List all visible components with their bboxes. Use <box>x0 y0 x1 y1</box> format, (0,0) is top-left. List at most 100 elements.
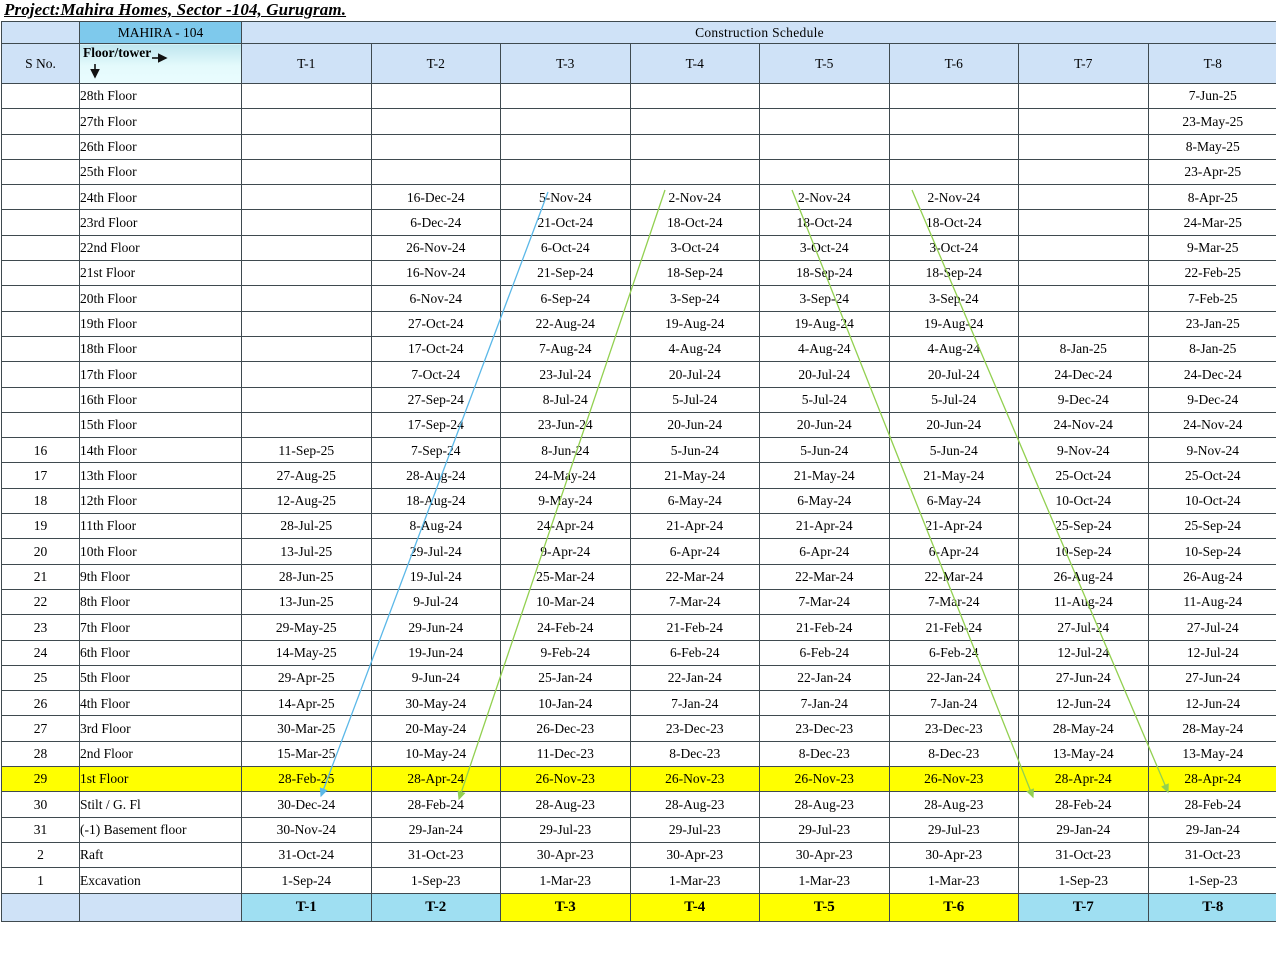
date-cell-t6: 5-Jul-24 <box>888 386 1019 413</box>
date-cell-t1 <box>241 361 372 388</box>
date-cell-t4: 2-Nov-24 <box>629 184 760 211</box>
date-cell-t4: 21-Apr-24 <box>629 513 760 540</box>
date-cell-t3: 10-Jan-24 <box>500 690 631 717</box>
schedule-title-cell: Construction Schedule <box>240 21 1276 44</box>
date-cell-t6: 7-Mar-24 <box>888 588 1019 616</box>
row-serial-number <box>1 386 80 413</box>
date-cell-t8: 13-May-24 <box>1147 740 1276 768</box>
date-cell-t2 <box>370 133 501 160</box>
date-cell-t8: 9-Dec-24 <box>1147 386 1276 413</box>
row-serial-number <box>1 335 80 363</box>
footer-tower-t-6: T-6 <box>888 892 1019 922</box>
date-cell-t1 <box>241 285 372 312</box>
table-row: 24th Floor 16-Dec-24 5-Nov-24 2-Nov-24 2-Nov… <box>1 184 1276 211</box>
row-serial-number: 26 <box>1 690 80 717</box>
row-floor-label: 20th Floor <box>79 285 242 312</box>
date-cell-t5: 22-Jan-24 <box>759 664 890 692</box>
column-header-t4: T-4 <box>629 43 760 84</box>
date-cell-t4: 22-Mar-24 <box>629 563 760 590</box>
date-cell-t1 <box>241 234 372 262</box>
date-cell-t8: 31-Oct-23 <box>1147 841 1276 869</box>
date-cell-t8: 9-Mar-25 <box>1147 234 1276 262</box>
date-cell-t1: 28-Feb-25 <box>241 766 372 793</box>
header-row-columns: S No. Floor/tower T-1 T-2 T-3 T-4 T-5 T <box>1 43 1276 84</box>
date-cell-t5: 4-Aug-24 <box>759 335 890 363</box>
date-cell-t8: 7-Feb-25 <box>1147 285 1276 312</box>
date-cell-t3: 22-Aug-24 <box>500 310 631 337</box>
row-serial-number: 30 <box>1 791 80 818</box>
date-cell-t1 <box>241 209 372 236</box>
date-cell-t3: 11-Dec-23 <box>500 740 631 768</box>
date-cell-t2: 18-Aug-24 <box>370 487 501 515</box>
row-serial-number: 29 <box>1 766 80 793</box>
table-row: 27th Floor 23-May-25 <box>1 108 1276 135</box>
date-cell-t3 <box>500 158 631 186</box>
date-cell-t7: 10-Sep-24 <box>1018 538 1149 565</box>
footer-row: T-1 T-2 T-3 T-4 T-5 T-6 T-7 T-8 <box>1 892 1276 922</box>
date-cell-t8: 28-Feb-24 <box>1147 791 1276 818</box>
date-cell-t8: 11-Aug-24 <box>1147 588 1276 616</box>
date-cell-t1 <box>241 260 372 287</box>
table-row: 26 4th Floor 14-Apr-25 30-May-24 10-Jan-24 7-… <box>1 690 1276 717</box>
date-cell-t8: 8-May-25 <box>1147 133 1276 160</box>
date-cell-t4: 19-Aug-24 <box>629 310 760 337</box>
footer-tower-t-5: T-5 <box>759 892 890 922</box>
date-cell-t3: 21-Sep-24 <box>500 260 631 287</box>
date-cell-t3: 21-Oct-24 <box>500 209 631 236</box>
date-cell-t5: 29-Jul-23 <box>759 816 890 843</box>
date-cell-t6: 6-Feb-24 <box>888 639 1019 666</box>
row-floor-label: Stilt / G. Fl <box>79 791 242 818</box>
date-cell-t6: 3-Sep-24 <box>888 285 1019 312</box>
date-cell-t1: 15-Mar-25 <box>241 740 372 768</box>
date-cell-t1 <box>241 411 372 439</box>
date-cell-t3: 8-Jun-24 <box>500 437 631 464</box>
date-cell-t4: 28-Aug-23 <box>629 791 760 818</box>
date-cell-t4: 22-Jan-24 <box>629 664 760 692</box>
date-cell-t5 <box>759 133 890 160</box>
footer-tower-t-1: T-1 <box>241 892 372 922</box>
date-cell-t8: 28-May-24 <box>1147 715 1276 742</box>
date-cell-t3 <box>500 108 631 135</box>
date-cell-t7 <box>1018 108 1149 135</box>
date-cell-t7 <box>1018 234 1149 262</box>
date-cell-t2: 6-Dec-24 <box>370 209 501 236</box>
table-row: 22 8th Floor 13-Jun-25 9-Jul-24 10-Mar-24 7-M… <box>1 588 1276 616</box>
date-cell-t4 <box>629 82 760 110</box>
date-cell-t1 <box>241 184 372 211</box>
date-cell-t6: 20-Jun-24 <box>888 411 1019 439</box>
date-cell-t4: 4-Aug-24 <box>629 335 760 363</box>
row-floor-label: 28th Floor <box>79 82 242 110</box>
date-cell-t6: 3-Oct-24 <box>888 234 1019 262</box>
date-cell-t6 <box>888 158 1019 186</box>
row-floor-label: 2nd Floor <box>79 740 242 768</box>
row-serial-number: 31 <box>1 816 80 843</box>
row-serial-number: 1 <box>1 867 80 894</box>
date-cell-t4: 7-Mar-24 <box>629 588 760 616</box>
date-cell-t4 <box>629 108 760 135</box>
date-cell-t7: 10-Oct-24 <box>1018 487 1149 515</box>
date-cell-t2: 28-Aug-24 <box>370 462 501 489</box>
date-cell-t5 <box>759 82 890 110</box>
date-cell-t8: 23-Apr-25 <box>1147 158 1276 186</box>
date-cell-t8: 7-Jun-25 <box>1147 82 1276 110</box>
table-row: 24 6th Floor 14-May-25 19-Jun-24 9-Feb-24 6-F… <box>1 639 1276 666</box>
date-cell-t7: 8-Jan-25 <box>1018 335 1149 363</box>
column-header-t7: T-7 <box>1018 43 1149 84</box>
date-cell-t7: 24-Dec-24 <box>1018 361 1149 388</box>
row-floor-label: 9th Floor <box>79 563 242 590</box>
table-body: 28th Floor 7-Jun-25 27th Floor 23-May-25 26t… <box>1 82 1276 894</box>
date-cell-t6: 6-Apr-24 <box>888 538 1019 565</box>
date-cell-t1: 29-Apr-25 <box>241 664 372 692</box>
date-cell-t7: 9-Dec-24 <box>1018 386 1149 413</box>
date-cell-t8: 8-Apr-25 <box>1147 184 1276 211</box>
date-cell-t4 <box>629 158 760 186</box>
date-cell-t5: 20-Jun-24 <box>759 411 890 439</box>
table-row: 22nd Floor 26-Nov-24 6-Oct-24 3-Oct-24 3-Oct… <box>1 234 1276 262</box>
date-cell-t8: 24-Mar-25 <box>1147 209 1276 236</box>
date-cell-t3: 5-Nov-24 <box>500 184 631 211</box>
date-cell-t2: 17-Sep-24 <box>370 411 501 439</box>
table-row: 19 11th Floor 28-Jul-25 8-Aug-24 24-Apr-24 21… <box>1 513 1276 540</box>
row-serial-number <box>1 133 80 160</box>
footer-tower-t-8: T-8 <box>1147 892 1276 922</box>
table-row: 23 7th Floor 29-May-25 29-Jun-24 24-Feb-24 21… <box>1 614 1276 641</box>
